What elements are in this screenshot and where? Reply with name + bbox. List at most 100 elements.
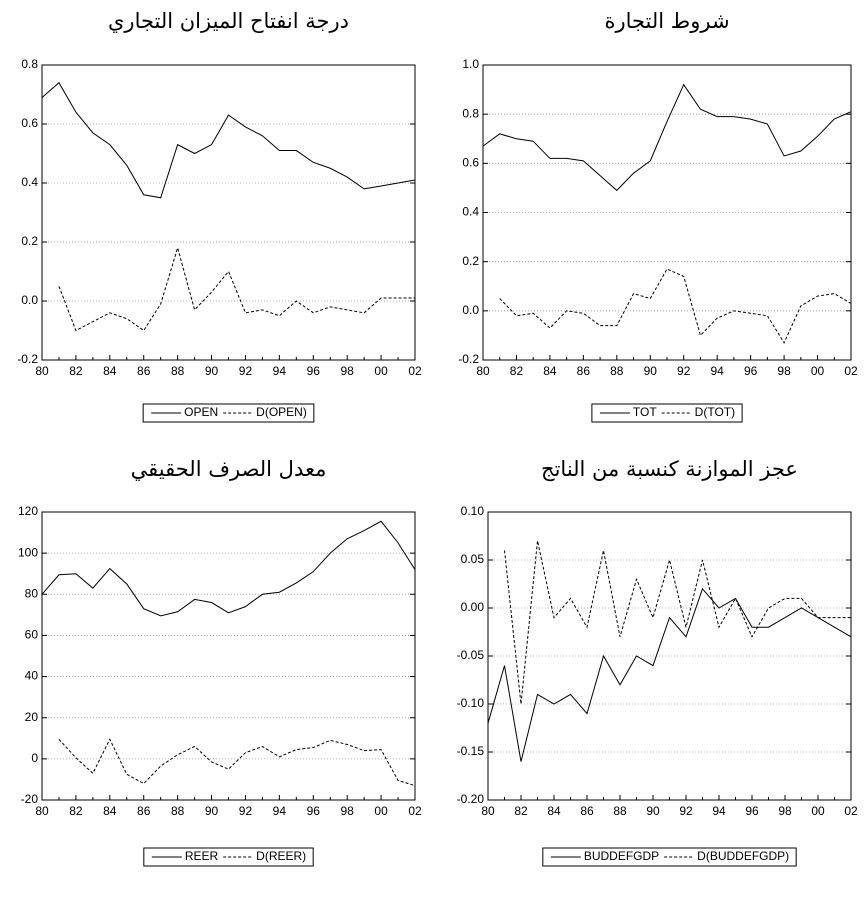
y-tick-label: 0.2 (21, 234, 38, 248)
legend-label: TOT (633, 405, 657, 419)
x-tick-label: 02 (844, 364, 858, 378)
y-tick-label: 40 (25, 669, 39, 683)
y-tick-label: 0.05 (461, 552, 485, 566)
chart-title: شروط التجارة (604, 9, 729, 33)
y-tick-label: 100 (18, 545, 38, 559)
data-line (58, 246, 415, 332)
y-tick-label: 0.10 (461, 504, 485, 518)
y-tick-label: -0.20 (457, 792, 485, 806)
data-line (41, 81, 416, 199)
y-tick-label: 0.2 (462, 254, 479, 268)
x-tick-label: 88 (171, 364, 185, 378)
y-tick-label: 0.6 (21, 116, 38, 130)
x-tick-label: 00 (811, 804, 825, 818)
y-tick-label: -0.10 (457, 696, 485, 710)
x-tick-label: 84 (543, 364, 557, 378)
x-tick-label: 02 (408, 804, 422, 818)
x-tick-label: 84 (103, 364, 117, 378)
x-tick-label: 86 (137, 804, 151, 818)
plot-frame (41, 511, 416, 801)
x-tick-label: 88 (613, 804, 627, 818)
x-tick-label: 88 (171, 804, 185, 818)
y-tick-label: 0.4 (462, 205, 479, 219)
x-tick-label: 90 (644, 364, 658, 378)
legend-label: REER (185, 849, 219, 863)
data-line (504, 540, 851, 705)
y-tick-label: 0.8 (21, 57, 38, 71)
y-tick-label: 120 (18, 504, 38, 518)
x-tick-label: 96 (745, 804, 759, 818)
x-tick-label: 94 (712, 804, 726, 818)
x-tick-label: 80 (481, 804, 495, 818)
plot-frame (482, 64, 852, 361)
x-tick-label: 92 (679, 804, 693, 818)
data-line (41, 520, 416, 617)
x-tick-label: 02 (844, 804, 858, 818)
x-tick-label: 90 (646, 804, 660, 818)
x-tick-label: 80 (476, 364, 490, 378)
plot-frame (487, 511, 852, 801)
x-tick-label: 84 (103, 804, 117, 818)
legend: TOT D(TOT) (591, 403, 743, 423)
y-tick-label: 0.0 (21, 293, 38, 307)
chart-panel: درجة انفتاح الميزان التجاري -0.2 0.0 0.2 0.4… (17, 9, 422, 423)
legend: OPEN D(OPEN) (142, 403, 315, 423)
legend-box (542, 847, 797, 867)
y-tick-label: 0.6 (462, 156, 479, 170)
y-tick-label: 0 (31, 751, 38, 765)
chart-title: معدل الصرف الحقيقي (131, 457, 327, 481)
x-tick-label: 96 (307, 364, 321, 378)
chart-panel: شروط التجارة -0.2 0.0 0.2 0.4 0.6 0.8 1.0 80 82 84… (458, 9, 858, 423)
legend-label: D(REER) (256, 849, 306, 863)
legend-box (143, 847, 314, 867)
x-tick-label: 92 (239, 364, 253, 378)
y-tick-label: -0.2 (17, 352, 38, 366)
x-tick-label: 86 (577, 364, 591, 378)
x-tick-label: 00 (811, 364, 825, 378)
x-tick-label: 00 (374, 364, 388, 378)
x-tick-label: 02 (408, 364, 422, 378)
x-tick-label: 98 (778, 804, 792, 818)
legend-label: D(BUDDEFGDP) (697, 849, 789, 863)
x-tick-label: 86 (580, 804, 594, 818)
x-tick-label: 96 (307, 804, 321, 818)
y-tick-label: 20 (25, 710, 39, 724)
data-line (482, 83, 852, 192)
chart-title: درجة انفتاح الميزان التجاري (108, 9, 349, 33)
x-tick-label: 90 (205, 804, 219, 818)
legend-label: D(TOT) (695, 405, 735, 419)
legend: BUDDEFGDP D(BUDDEFGDP) (542, 847, 797, 867)
y-tick-label: -0.15 (457, 744, 485, 758)
legend-label: BUDDEFGDP (584, 849, 659, 863)
x-tick-label: 82 (510, 364, 524, 378)
x-tick-label: 80 (35, 364, 49, 378)
data-line (499, 268, 852, 344)
x-tick-label: 98 (341, 804, 355, 818)
chart-panel: عجز الموازنة كنسبة من الناتج -0.20 -0.15 -0… (457, 457, 858, 867)
x-tick-label: 80 (35, 804, 49, 818)
legend-label: D(OPEN) (256, 405, 307, 419)
x-tick-label: 82 (69, 804, 83, 818)
legend: REER D(REER) (143, 847, 314, 867)
y-tick-label: -20 (21, 792, 39, 806)
y-tick-label: 60 (25, 628, 39, 642)
x-tick-label: 92 (239, 804, 253, 818)
chart-title: عجز الموازنة كنسبة من الناتج (541, 457, 798, 481)
y-tick-label: 1.0 (462, 57, 479, 71)
x-tick-label: 94 (273, 804, 287, 818)
x-tick-label: 92 (677, 364, 691, 378)
x-tick-label: 98 (341, 364, 355, 378)
y-tick-label: 0.00 (461, 600, 485, 614)
legend-box (591, 403, 743, 423)
plot-frame (41, 64, 416, 361)
y-tick-label: 0.0 (462, 303, 479, 317)
x-tick-label: 94 (273, 364, 287, 378)
x-tick-label: 82 (514, 804, 528, 818)
x-tick-label: 96 (744, 364, 758, 378)
x-tick-label: 84 (547, 804, 561, 818)
data-line (58, 738, 416, 787)
y-tick-label: 0.4 (21, 175, 38, 189)
x-tick-label: 90 (205, 364, 219, 378)
